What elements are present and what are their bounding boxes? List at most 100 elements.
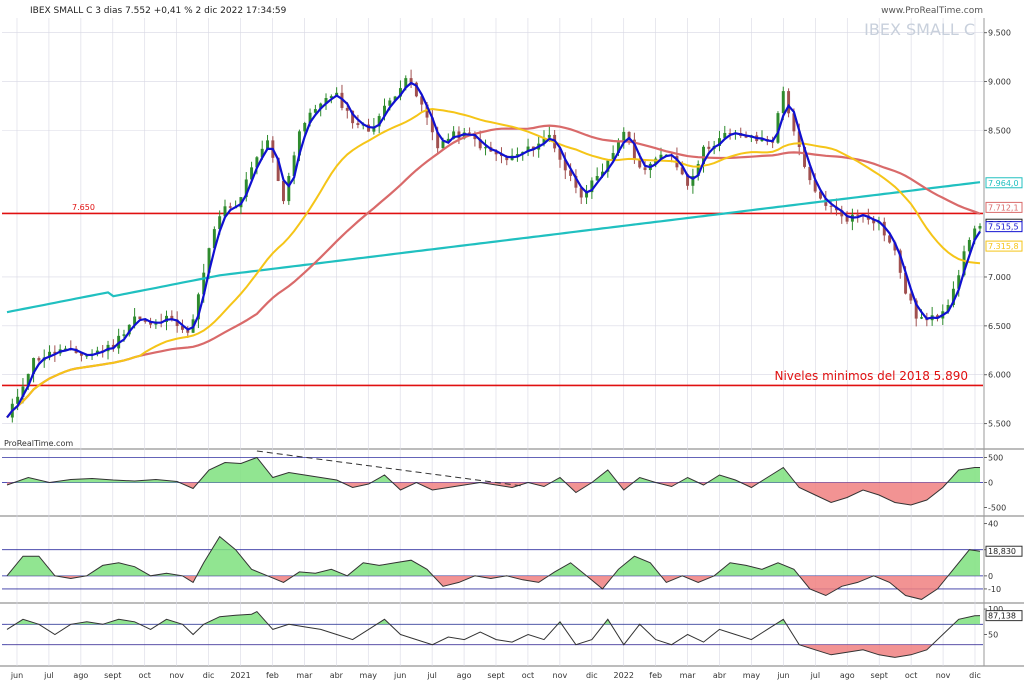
x-tick-label: dic xyxy=(586,671,598,680)
x-tick-label: sept xyxy=(104,671,121,680)
y-tick-label: 9.500 xyxy=(988,29,1011,38)
level-upper-label: 7.650 xyxy=(72,203,95,212)
candle xyxy=(717,130,721,152)
candle xyxy=(446,133,450,143)
candle-body xyxy=(574,175,578,188)
x-tick-label: may xyxy=(743,671,761,680)
x-tick-label: ago xyxy=(73,671,88,680)
candle-body xyxy=(95,350,99,354)
osc-area-negative xyxy=(7,482,980,505)
candle-body xyxy=(717,138,721,146)
candle xyxy=(696,160,700,181)
oscillator-panel-3: 100 50 87,138 xyxy=(2,605,1023,658)
x-tick-label: ago xyxy=(840,671,855,680)
ma-cyan-line xyxy=(6,181,981,314)
candle-body xyxy=(829,205,833,207)
candle-body xyxy=(250,167,254,180)
y-tick-label: 6.500 xyxy=(988,322,1011,331)
candle-body xyxy=(319,103,323,110)
candle-body xyxy=(691,175,695,186)
candle xyxy=(760,130,764,142)
candle xyxy=(32,357,36,383)
candle xyxy=(595,167,599,181)
candle xyxy=(787,88,791,118)
chart-title: IBEX SMALL C 3 dias 7.552 +0,41 % 2 dic … xyxy=(30,6,287,16)
candle-body xyxy=(180,326,184,330)
candle-body xyxy=(542,137,546,144)
last-value-box xyxy=(985,201,1023,213)
osc-trend-line xyxy=(256,450,523,487)
candle-body xyxy=(505,156,509,161)
candle-body xyxy=(308,112,312,123)
candle xyxy=(430,109,434,141)
candle-body xyxy=(388,100,392,106)
candle-body xyxy=(287,175,291,202)
candle-body xyxy=(324,98,328,104)
candle xyxy=(579,186,583,204)
candle-body xyxy=(627,131,631,140)
candle-body xyxy=(744,136,748,138)
y-tick-label: 7.000 xyxy=(988,273,1011,282)
candle-body xyxy=(957,275,961,289)
candle-body xyxy=(813,180,817,192)
candle xyxy=(563,152,567,180)
candle-body xyxy=(686,174,690,186)
osc-tick-label: 0 xyxy=(988,572,993,581)
candle-body xyxy=(872,219,876,224)
osc-tick-label: -10 xyxy=(988,585,1001,594)
candle-body xyxy=(244,179,248,198)
y-tick-label: 6.000 xyxy=(988,371,1011,380)
candle-body xyxy=(303,122,307,132)
candle xyxy=(356,114,360,129)
candle-body xyxy=(212,229,216,249)
candle-body xyxy=(978,226,982,229)
candle-body xyxy=(356,123,360,125)
candle-body xyxy=(824,198,828,206)
candle-body xyxy=(680,167,684,175)
candle-body xyxy=(973,228,977,240)
x-tick-label: oct xyxy=(522,671,534,680)
candle-body xyxy=(127,324,131,335)
x-tick-label: oct xyxy=(139,671,151,680)
candle-body xyxy=(21,386,25,397)
candle-body xyxy=(266,140,270,149)
candle xyxy=(702,145,705,173)
candle xyxy=(569,163,573,182)
candle-body xyxy=(79,353,83,356)
candle xyxy=(149,317,153,329)
candle xyxy=(287,172,291,205)
candle-body xyxy=(569,170,573,176)
candle xyxy=(723,125,727,139)
candle-body xyxy=(26,373,30,387)
candle xyxy=(255,156,259,175)
candle xyxy=(21,378,25,404)
candle-body xyxy=(420,96,424,105)
candle-body xyxy=(351,110,355,124)
candle xyxy=(967,237,971,254)
candle-body xyxy=(888,235,892,243)
last-value-label: 7.515,5 xyxy=(988,223,1019,232)
x-tick-label: sept xyxy=(871,671,888,680)
candle-body xyxy=(484,147,487,149)
candle-body xyxy=(478,139,482,149)
osc-line xyxy=(6,610,981,658)
last-value-label: 7.712,1 xyxy=(988,203,1019,212)
candle xyxy=(228,202,232,210)
osc-line xyxy=(6,535,981,600)
candle-body xyxy=(632,139,636,160)
last-value-mark: 7.315,8 xyxy=(985,240,1023,252)
candle xyxy=(776,111,780,144)
candle-body xyxy=(526,146,530,152)
candle-body xyxy=(297,131,301,156)
candle-body xyxy=(468,132,472,134)
candle xyxy=(414,81,418,98)
candle-body xyxy=(696,164,700,176)
candle-body xyxy=(457,131,461,139)
last-value-box xyxy=(985,221,1023,233)
osc-tick-label: 500 xyxy=(988,454,1003,463)
candle-body xyxy=(797,131,801,148)
candle-body xyxy=(622,131,626,143)
watermark-url: www.ProRealTime.com xyxy=(881,6,983,16)
x-tick-label: nov xyxy=(936,671,951,680)
